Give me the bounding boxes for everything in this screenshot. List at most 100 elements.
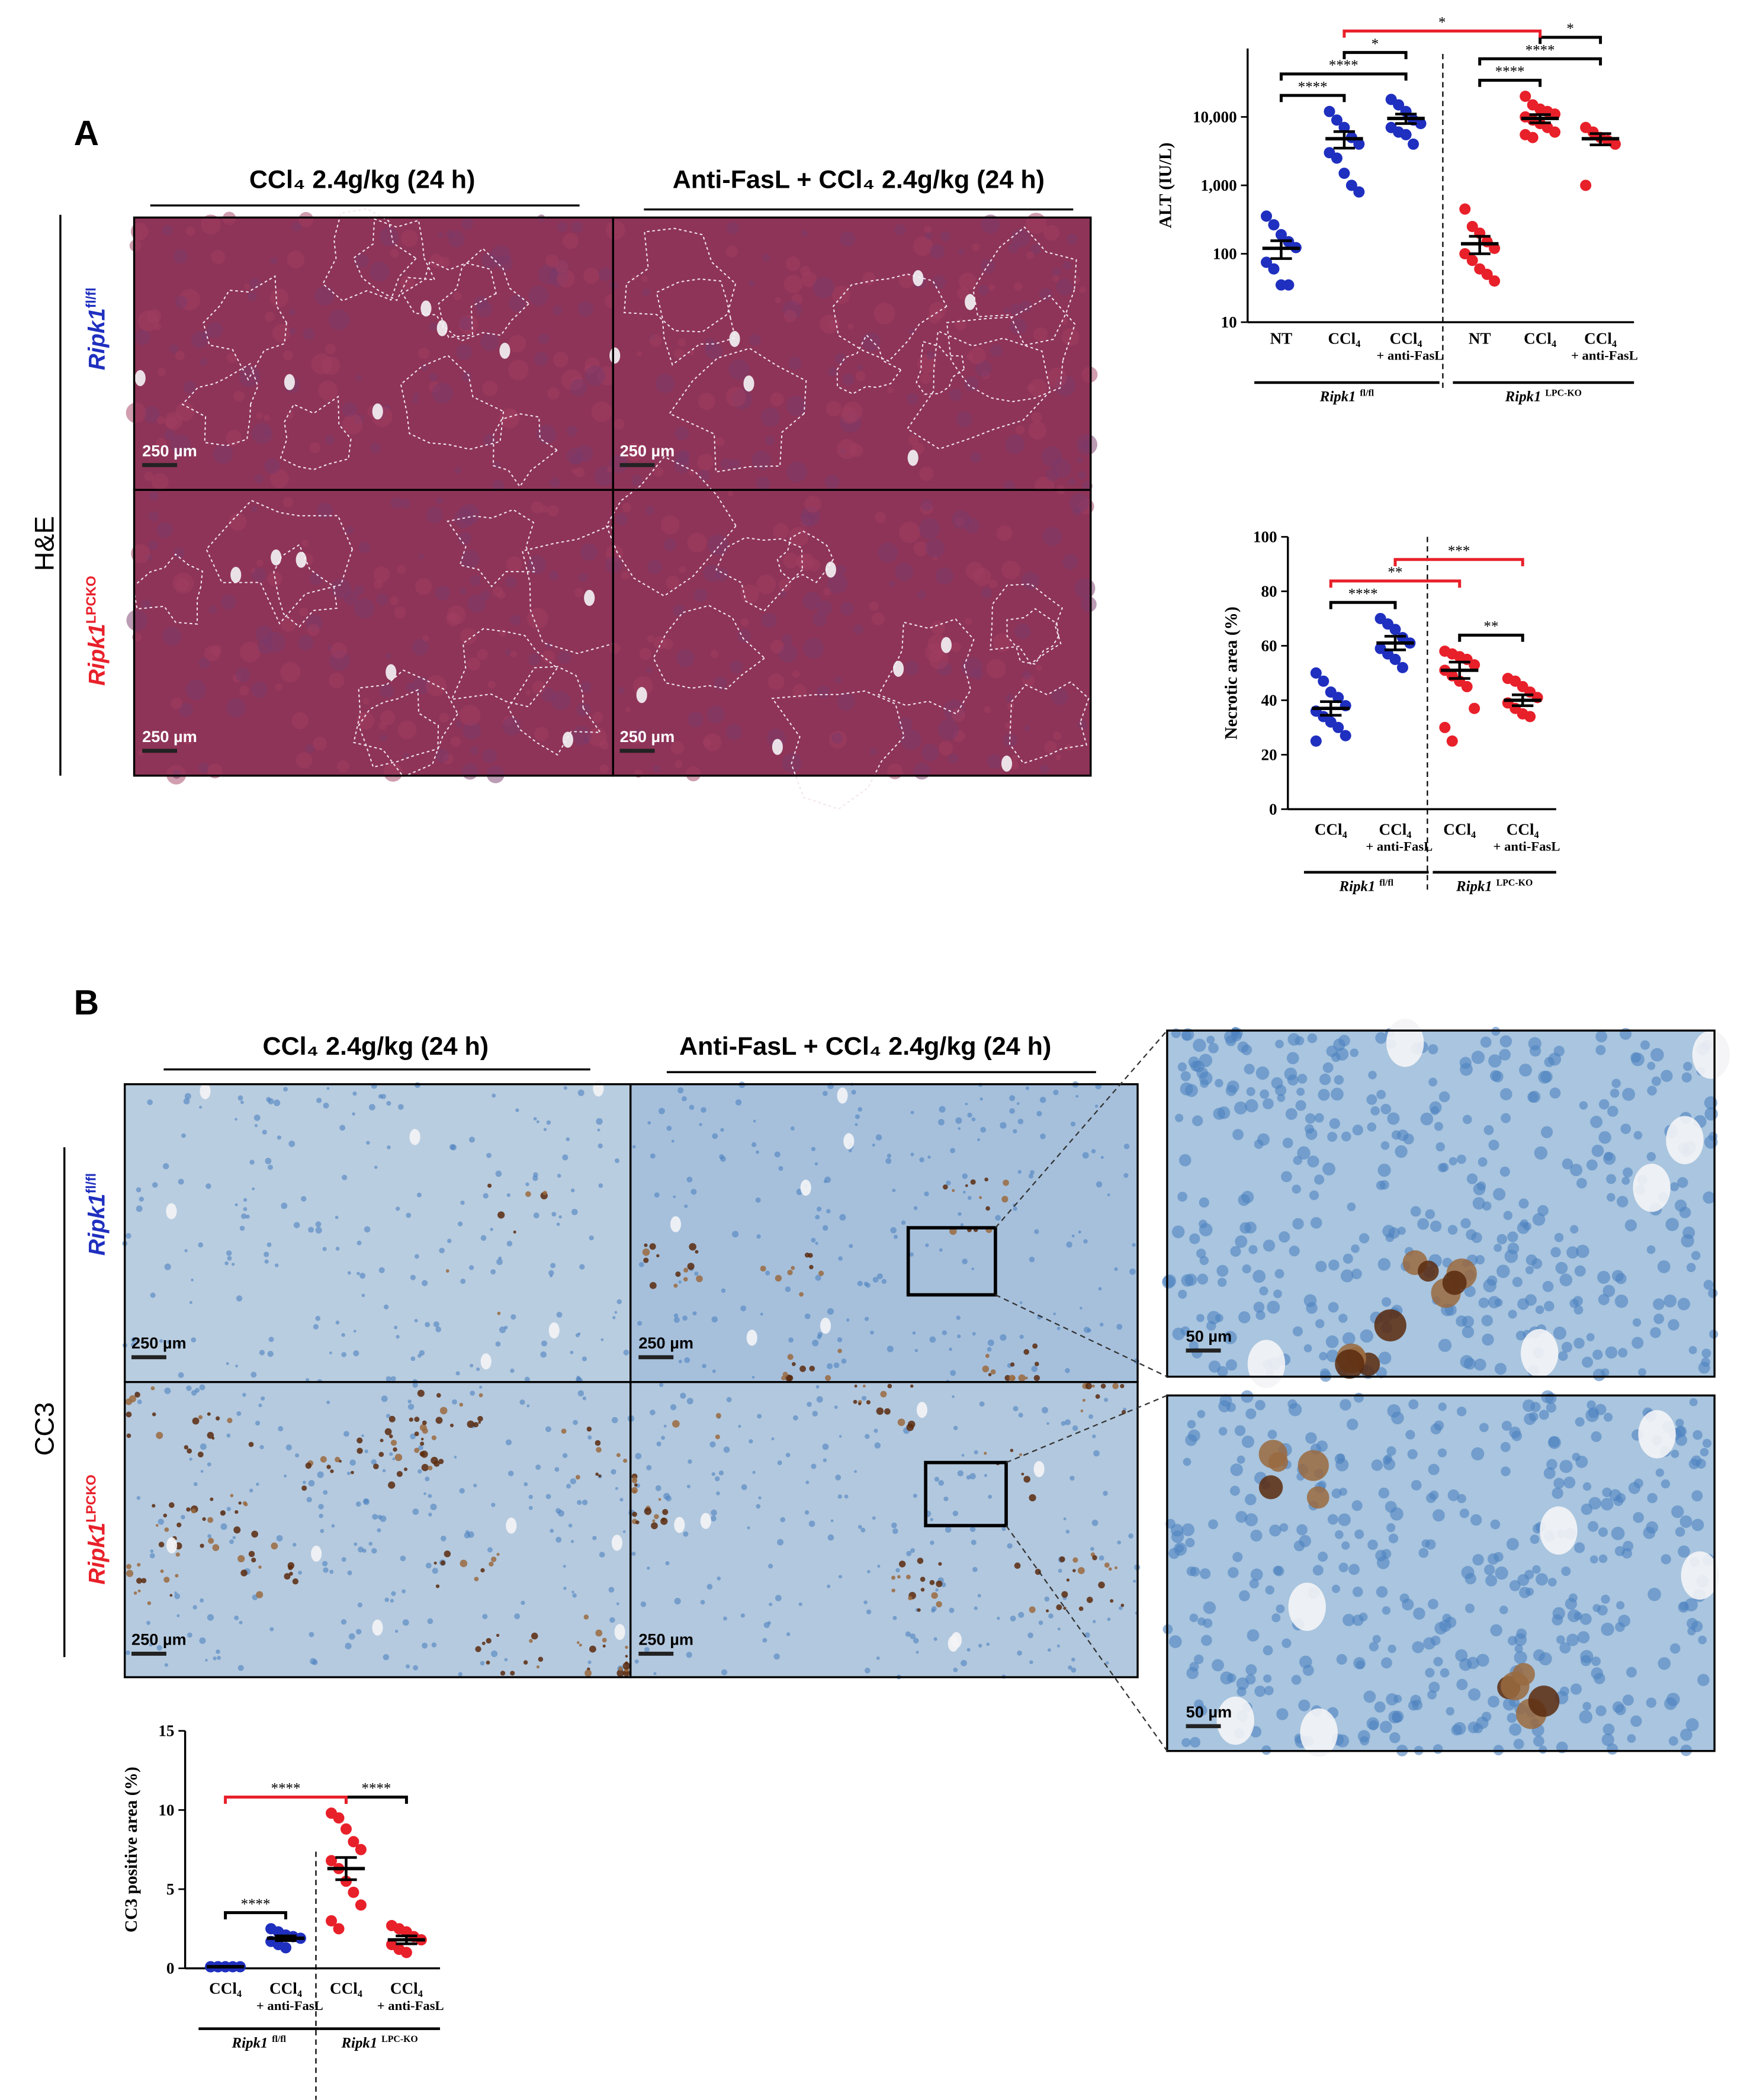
nucleus bbox=[1230, 1245, 1241, 1257]
nucleus bbox=[1185, 1537, 1195, 1547]
texture bbox=[1062, 554, 1078, 570]
nucleus bbox=[555, 1508, 561, 1514]
texture bbox=[477, 649, 488, 660]
group-name: Ripk1 bbox=[1339, 879, 1376, 895]
significance-label: **** bbox=[1525, 42, 1555, 58]
cc3-stain bbox=[652, 1519, 656, 1523]
nucleus bbox=[555, 1536, 562, 1543]
texture bbox=[765, 435, 775, 445]
tissue-background bbox=[630, 1382, 1138, 1678]
significance-label: * bbox=[1438, 15, 1446, 31]
nucleus bbox=[969, 1526, 976, 1533]
nucleus bbox=[1675, 1418, 1684, 1427]
nucleus bbox=[811, 1147, 816, 1151]
cc3-stain bbox=[906, 1574, 911, 1579]
cc3-stain bbox=[431, 1435, 436, 1440]
nucleus bbox=[838, 1575, 842, 1579]
texture bbox=[574, 467, 585, 478]
nucleus bbox=[418, 1445, 423, 1450]
texture bbox=[373, 566, 390, 583]
nucleus bbox=[1091, 1520, 1099, 1526]
nucleus bbox=[1382, 1606, 1391, 1615]
data-point bbox=[1481, 268, 1493, 280]
cc3-stain bbox=[439, 1407, 448, 1415]
nucleus bbox=[674, 1598, 681, 1605]
cc3-stain bbox=[187, 1448, 192, 1454]
nucleus bbox=[1446, 1707, 1454, 1716]
nucleus bbox=[1509, 1426, 1521, 1438]
nucleus bbox=[227, 1255, 232, 1261]
cc3-stain bbox=[595, 1472, 599, 1476]
cc3-stain bbox=[176, 1522, 182, 1528]
nucleus bbox=[1631, 1337, 1644, 1349]
cc3-stain bbox=[445, 1269, 449, 1273]
texture bbox=[730, 660, 743, 674]
nucleus bbox=[1506, 1537, 1519, 1550]
vessel bbox=[311, 1545, 322, 1562]
data-point bbox=[1439, 721, 1451, 733]
nucleus bbox=[1428, 1681, 1440, 1693]
necrotic-outline bbox=[358, 689, 439, 768]
nucleus bbox=[848, 1149, 852, 1152]
nucleus bbox=[1298, 1699, 1311, 1712]
texture bbox=[1011, 229, 1030, 248]
group-label: Ripk1 fl/fl bbox=[1339, 878, 1394, 894]
nucleus bbox=[1473, 1723, 1483, 1733]
nucleus bbox=[402, 1619, 409, 1626]
nucleus bbox=[242, 1393, 246, 1397]
nucleus bbox=[857, 1107, 863, 1112]
nucleus bbox=[1066, 1241, 1072, 1248]
nucleus bbox=[616, 1299, 622, 1305]
cc3-stain bbox=[271, 1542, 278, 1550]
zoom-connector bbox=[995, 1030, 1168, 1228]
texture bbox=[1062, 261, 1072, 270]
nucleus bbox=[1548, 1436, 1561, 1449]
texture bbox=[831, 285, 850, 304]
nucleus bbox=[720, 1128, 724, 1132]
y-tick-label: 80 bbox=[1261, 583, 1277, 601]
nucleus bbox=[1456, 1678, 1468, 1690]
nucleus bbox=[1196, 1314, 1205, 1322]
texture bbox=[362, 698, 370, 705]
nucleus bbox=[632, 1145, 636, 1149]
texture bbox=[760, 407, 781, 427]
cc3-stain bbox=[237, 1555, 245, 1563]
nucleus bbox=[680, 1392, 686, 1399]
texture bbox=[926, 351, 935, 359]
nucleus bbox=[1633, 1131, 1643, 1140]
nucleus bbox=[1271, 1613, 1281, 1623]
nucleus bbox=[1622, 1694, 1634, 1706]
cc3-stain bbox=[1019, 1453, 1022, 1456]
group-name: Ripk1 bbox=[231, 2035, 268, 2051]
nucleus bbox=[1425, 1209, 1435, 1219]
nucleus bbox=[1657, 1260, 1671, 1273]
texture bbox=[492, 479, 505, 492]
cc3-stain bbox=[160, 1569, 164, 1574]
nucleus bbox=[694, 1271, 699, 1276]
nucleus bbox=[191, 1337, 197, 1343]
cc3-stain bbox=[1120, 1383, 1125, 1389]
nucleus bbox=[236, 1411, 242, 1416]
nucleus bbox=[867, 1570, 871, 1574]
texture bbox=[309, 573, 322, 586]
cc3-stain bbox=[417, 1389, 425, 1397]
nucleus bbox=[1601, 1498, 1614, 1511]
necrotic-outline bbox=[669, 348, 807, 473]
nucleus bbox=[939, 1248, 943, 1252]
cc3-stain bbox=[809, 1366, 815, 1372]
x-tick-note: + anti-FasL bbox=[256, 1998, 323, 2013]
texture bbox=[165, 416, 178, 429]
nucleus bbox=[577, 1499, 582, 1505]
nucleus bbox=[1533, 1649, 1545, 1661]
texture bbox=[599, 764, 609, 773]
nucleus bbox=[1597, 1270, 1610, 1284]
texture bbox=[773, 523, 789, 540]
nucleus bbox=[1129, 1268, 1136, 1275]
nucleus bbox=[1553, 1045, 1565, 1057]
cc3-stain bbox=[449, 1423, 454, 1427]
texture bbox=[534, 352, 548, 366]
nucleus bbox=[598, 1143, 603, 1149]
texture bbox=[548, 570, 559, 580]
cc3-stain bbox=[876, 1407, 884, 1415]
nucleus bbox=[455, 1371, 460, 1376]
